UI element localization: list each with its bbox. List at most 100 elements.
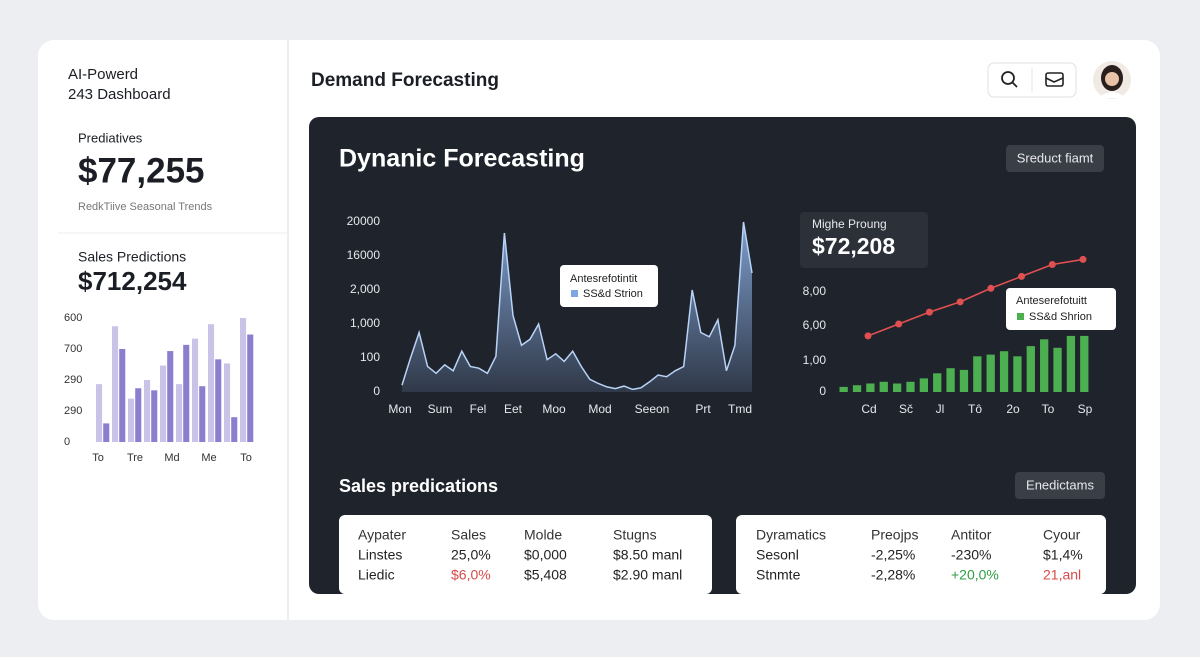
line: [867, 258, 1084, 337]
page-title: Demand Forecasting: [311, 70, 499, 91]
bar: [215, 359, 222, 442]
x-tick-label: Md: [164, 452, 179, 464]
table-cell: Stnmte: [756, 567, 801, 583]
x-tick-label: To: [92, 452, 104, 464]
table-header: Stugns: [613, 527, 657, 543]
x-tick-label: Me: [201, 452, 216, 464]
table-header: Aypater: [358, 527, 406, 543]
y-tick-label: 100: [360, 350, 380, 364]
tooltip-swatch: [1017, 313, 1024, 320]
area: [402, 222, 752, 392]
table-header: Cyour: [1043, 527, 1081, 543]
table-cell: $0,000: [524, 547, 567, 563]
bar: [879, 381, 888, 392]
point: [895, 320, 903, 328]
bar: [151, 390, 158, 442]
section-title: Sales predications: [339, 476, 498, 496]
panel-button-label[interactable]: Sreduct fiamt: [1017, 150, 1094, 165]
y-tick-label: 0: [64, 436, 70, 448]
table-header: Molde: [524, 527, 562, 543]
x-tick-label: Sp: [1078, 402, 1093, 416]
bar: [247, 334, 254, 442]
y-tick-label: 0: [373, 384, 380, 398]
y-tick-label: 290: [64, 405, 82, 417]
point: [925, 308, 933, 316]
tooltip: [1006, 288, 1116, 330]
table-cell: Linstes: [358, 547, 402, 563]
metric-label: Sales Predictions: [78, 249, 186, 265]
point: [1079, 255, 1087, 263]
bar: [1026, 346, 1035, 392]
y-tick-label: 2,000: [350, 282, 380, 296]
table-cell: $2.90 manl: [613, 567, 682, 583]
x-tick-label: 2o: [1006, 402, 1020, 416]
brand: 243 Dashboard: [68, 86, 171, 103]
bar: [176, 384, 183, 442]
point: [987, 284, 995, 292]
avatar[interactable]: [1093, 61, 1131, 99]
bar: [231, 417, 238, 442]
bar: [866, 383, 875, 392]
bar: [119, 349, 126, 442]
x-tick-label: Sč: [899, 402, 913, 416]
x-tick-label: Mod: [588, 402, 611, 416]
x-tick-label: Fel: [470, 402, 487, 416]
bar: [1053, 347, 1062, 392]
bar: [892, 383, 902, 392]
bar: [103, 423, 110, 442]
x-tick-label: Tre: [127, 452, 143, 464]
table-cell: -2,25%: [871, 547, 915, 563]
point: [956, 298, 964, 306]
section-button[interactable]: [1015, 472, 1105, 499]
y-tick-label: 6,00: [803, 318, 827, 332]
tooltip-title: Anteserefotuitt: [1016, 295, 1087, 307]
table-header: Dyramatics: [756, 527, 826, 543]
bar: [973, 356, 982, 392]
tooltip-item: SS&d Shrion: [1029, 311, 1092, 323]
point: [864, 332, 872, 340]
metric-value: $712,254: [78, 266, 187, 296]
point: [1048, 261, 1056, 268]
x-tick-label: Prt: [695, 402, 711, 416]
bar: [96, 384, 103, 442]
y-tick-label: 1,000: [350, 316, 380, 330]
tooltip: [560, 265, 658, 307]
bar: [160, 365, 167, 442]
bar: [240, 318, 247, 442]
table-cell: -2,28%: [871, 567, 915, 583]
panel-button[interactable]: [1006, 145, 1104, 172]
x-tick-label: Jl: [936, 402, 945, 416]
callout-label: Mighe Proung: [812, 217, 887, 231]
table-cell: Liedic: [358, 567, 395, 583]
table-cell: $6,0%: [451, 567, 491, 583]
search-button[interactable]: [1001, 71, 1018, 88]
x-tick-label: Sum: [428, 402, 453, 416]
y-tick-label: 8,00: [803, 284, 827, 298]
bar: [919, 378, 928, 392]
metric-value: $77,255: [78, 151, 205, 190]
bar: [906, 381, 915, 392]
metric-caption: RedkTiive Seasonal Trends: [78, 201, 213, 213]
x-tick-label: Cd: [861, 402, 876, 416]
x-tick-label: To: [240, 452, 252, 464]
x-tick-label: To: [1042, 402, 1055, 416]
y-tick-label: 700: [64, 343, 82, 355]
table-cell: $1,4%: [1043, 547, 1083, 563]
tables: Aypater Sales Molde Stugns Linstes 25,0% $0,00…: [358, 527, 1083, 583]
x-tick-label: Moo: [542, 402, 566, 416]
bar: [112, 326, 119, 442]
bar: [192, 338, 199, 442]
y-tick-label: 290: [64, 374, 82, 386]
bar: [144, 380, 151, 442]
bar: [1066, 335, 1076, 392]
line: [401, 221, 753, 391]
mail-button[interactable]: [1045, 72, 1064, 87]
x-tick-label: Mon: [388, 402, 411, 416]
table-header: Sales: [451, 527, 486, 543]
section-button-label[interactable]: Enedictams: [1026, 477, 1094, 492]
callout: [800, 212, 928, 268]
table-cell: -230%: [951, 547, 991, 563]
x-tick-label: Eet: [504, 402, 523, 416]
x-tick-label: Tmd: [728, 402, 752, 416]
table-cell: 21,anl: [1043, 567, 1081, 583]
